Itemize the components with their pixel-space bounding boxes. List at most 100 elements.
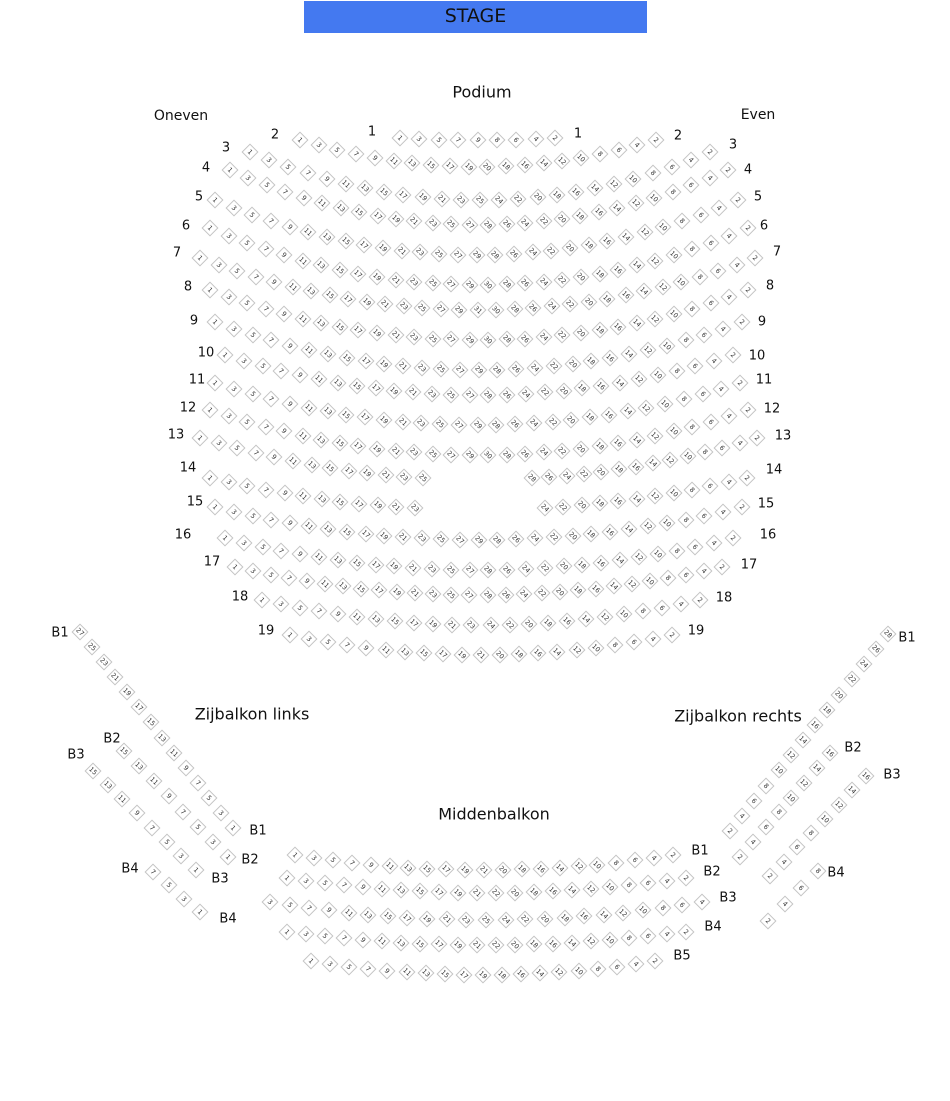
- seat[interactable]: 17: [350, 495, 368, 513]
- seat[interactable]: 11: [337, 175, 355, 193]
- seat[interactable]: 3: [175, 890, 193, 908]
- seat[interactable]: 26: [505, 245, 523, 263]
- seat[interactable]: 11: [316, 575, 334, 593]
- seat[interactable]: 8: [683, 418, 701, 436]
- seat[interactable]: 26: [540, 468, 558, 486]
- seat[interactable]: 21: [404, 559, 422, 577]
- seat[interactable]: 20: [536, 910, 554, 928]
- seat[interactable]: 25: [432, 530, 450, 548]
- seat[interactable]: 13: [332, 199, 350, 217]
- seat[interactable]: 10: [649, 545, 667, 563]
- seat[interactable]: 24: [558, 467, 576, 485]
- seat[interactable]: 14: [551, 859, 569, 877]
- seat[interactable]: 13: [313, 490, 331, 508]
- seat[interactable]: 10: [645, 189, 663, 207]
- seat[interactable]: 9: [128, 804, 146, 822]
- seat[interactable]: 12: [654, 278, 671, 296]
- seat[interactable]: 18: [591, 321, 609, 339]
- seat[interactable]: 17: [340, 462, 358, 480]
- seat[interactable]: 14: [563, 881, 581, 899]
- seat[interactable]: 17: [349, 437, 367, 455]
- seat[interactable]: 2: [663, 626, 681, 644]
- seat[interactable]: 19: [424, 615, 442, 633]
- seat[interactable]: 8: [770, 803, 788, 821]
- seat[interactable]: 12: [637, 399, 655, 417]
- seat[interactable]: 14: [535, 154, 553, 172]
- seat[interactable]: 5: [238, 294, 256, 312]
- seat[interactable]: 5: [200, 789, 218, 807]
- seat[interactable]: 6: [610, 141, 628, 159]
- seat[interactable]: 19: [375, 355, 393, 373]
- seat[interactable]: 13: [417, 964, 435, 982]
- seat[interactable]: 12: [636, 223, 654, 241]
- seat[interactable]: 14: [808, 759, 826, 777]
- seat[interactable]: 7: [272, 542, 290, 560]
- seat[interactable]: 20: [553, 210, 571, 228]
- seat[interactable]: 22: [501, 616, 519, 634]
- seat[interactable]: 17: [357, 352, 375, 370]
- seat[interactable]: 3: [225, 320, 243, 338]
- seat[interactable]: 9: [281, 337, 299, 354]
- seat[interactable]: 1: [191, 903, 209, 921]
- seat[interactable]: 13: [312, 431, 330, 449]
- seat[interactable]: 6: [788, 838, 806, 856]
- seat[interactable]: 29: [461, 276, 479, 294]
- seat[interactable]: 7: [359, 960, 377, 978]
- seat[interactable]: 2: [546, 129, 564, 147]
- seat[interactable]: 11: [310, 370, 328, 388]
- seat[interactable]: 15: [348, 554, 366, 572]
- seat[interactable]: 22: [542, 242, 560, 259]
- seat[interactable]: 19: [358, 464, 376, 482]
- seat[interactable]: 11: [294, 310, 312, 328]
- seat[interactable]: 16: [601, 523, 619, 541]
- seat[interactable]: 11: [294, 252, 312, 270]
- seat[interactable]: 7: [280, 569, 298, 587]
- seat[interactable]: 20: [564, 527, 582, 545]
- seat[interactable]: 7: [262, 331, 280, 349]
- seat[interactable]: 20: [551, 583, 569, 601]
- seat[interactable]: 5: [244, 385, 261, 403]
- seat[interactable]: 7: [262, 390, 280, 408]
- seat[interactable]: 8: [677, 331, 695, 349]
- seat[interactable]: 17: [357, 525, 375, 543]
- seat[interactable]: 1: [226, 558, 244, 576]
- seat[interactable]: 15: [338, 523, 356, 541]
- seat[interactable]: 3: [210, 434, 228, 452]
- seat[interactable]: 20: [562, 411, 580, 429]
- seat[interactable]: 15: [411, 882, 429, 900]
- seat[interactable]: 9: [291, 366, 309, 384]
- seat[interactable]: 4: [693, 893, 711, 911]
- seat[interactable]: 5: [243, 206, 261, 224]
- seat[interactable]: 10: [601, 931, 619, 949]
- seat[interactable]: 2: [721, 822, 739, 840]
- seat[interactable]: 4: [720, 288, 738, 306]
- seat[interactable]: 2: [733, 498, 751, 516]
- seat[interactable]: 7: [335, 876, 353, 894]
- seat[interactable]: 19: [374, 239, 392, 257]
- seat[interactable]: 7: [299, 164, 316, 182]
- seat[interactable]: 8: [620, 876, 638, 894]
- seat[interactable]: 22: [575, 465, 593, 483]
- seat[interactable]: 25: [442, 586, 460, 604]
- seat[interactable]: 2: [759, 912, 777, 930]
- seat[interactable]: 28: [498, 330, 516, 348]
- seat[interactable]: 21: [394, 413, 411, 431]
- seat[interactable]: 9: [354, 931, 372, 949]
- seat[interactable]: 6: [702, 413, 720, 431]
- seat[interactable]: 25: [431, 415, 449, 433]
- seat[interactable]: 6: [709, 262, 727, 280]
- seat[interactable]: 17: [370, 581, 388, 599]
- seat[interactable]: 19: [449, 936, 467, 954]
- seat[interactable]: 5: [244, 326, 262, 344]
- seat[interactable]: 9: [329, 605, 347, 623]
- seat[interactable]: 21: [433, 190, 451, 208]
- seat[interactable]: 23: [405, 328, 423, 346]
- seat[interactable]: 7: [272, 362, 290, 380]
- seat[interactable]: 9: [275, 246, 293, 264]
- seat[interactable]: 19: [456, 861, 474, 879]
- seat[interactable]: 21: [394, 528, 412, 546]
- seat[interactable]: 15: [379, 907, 397, 925]
- seat[interactable]: 5: [254, 538, 272, 556]
- seat[interactable]: 19: [449, 884, 467, 902]
- seat[interactable]: 14: [577, 610, 595, 628]
